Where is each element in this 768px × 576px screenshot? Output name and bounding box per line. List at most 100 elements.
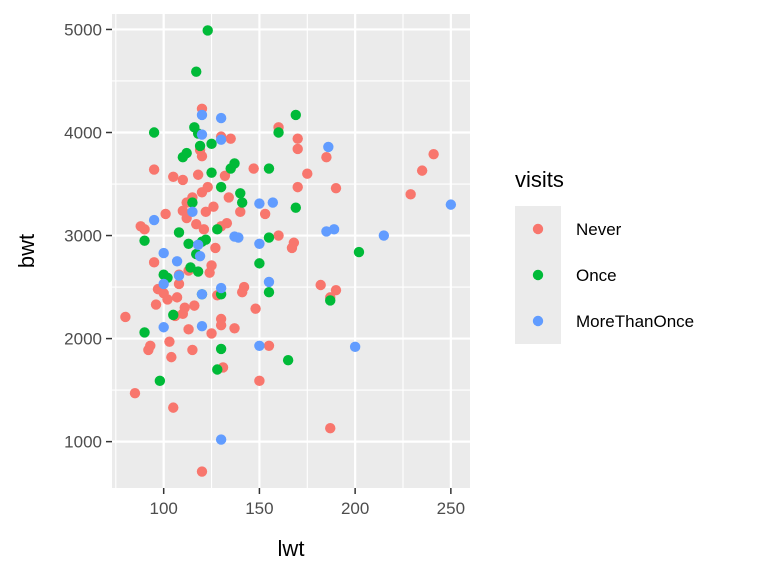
data-point [229, 323, 240, 334]
data-point [263, 232, 275, 243]
data-point [288, 237, 300, 248]
y-tick-label: 1000 [64, 433, 102, 452]
x-axis-tick-labels: 100 150 200 250 [150, 499, 466, 518]
y-tick-label: 5000 [64, 20, 102, 39]
data-point [215, 319, 227, 331]
y-axis-title: bwt [14, 234, 39, 268]
data-point [273, 127, 284, 138]
data-point [164, 336, 175, 347]
data-point [225, 133, 236, 144]
data-point [129, 388, 141, 399]
data-point [428, 148, 439, 160]
data-point [162, 294, 173, 305]
data-point [219, 170, 231, 181]
data-point [148, 127, 160, 138]
data-point [173, 278, 185, 290]
data-point [250, 303, 261, 314]
data-point [187, 344, 198, 356]
data-point [254, 198, 265, 209]
data-point [323, 141, 334, 153]
data-points [120, 25, 457, 477]
data-point [192, 169, 204, 180]
data-point [139, 224, 150, 235]
data-point [202, 25, 213, 36]
legend-key [532, 223, 544, 235]
data-point [139, 235, 150, 246]
data-point [290, 109, 301, 121]
data-point [254, 238, 265, 249]
data-point [378, 230, 390, 241]
data-point [177, 174, 189, 186]
data-point [215, 343, 227, 355]
legend-label: Never [576, 220, 622, 239]
data-point [206, 167, 217, 178]
data-point [210, 242, 221, 254]
data-point [187, 197, 198, 208]
legend-entries: Never Once MoreThanOnce [532, 220, 694, 331]
data-point [173, 270, 185, 281]
data-point [173, 227, 185, 238]
y-tick-label: 4000 [64, 124, 102, 143]
data-point [191, 219, 202, 230]
data-point [194, 140, 206, 152]
data-point [196, 129, 208, 140]
data-point [148, 257, 160, 268]
data-point [200, 206, 212, 218]
data-point [215, 434, 227, 445]
data-point [325, 423, 336, 434]
data-point [206, 260, 217, 271]
data-point [148, 214, 160, 226]
data-point [196, 466, 208, 477]
minor-gridlines [112, 14, 470, 488]
data-point [158, 322, 169, 333]
legend-label: MoreThanOnce [576, 312, 694, 331]
data-point [183, 238, 194, 249]
data-point [185, 262, 196, 273]
data-point [171, 256, 183, 267]
data-point [168, 309, 179, 321]
x-tick-label: 250 [437, 499, 465, 518]
data-point [208, 201, 219, 212]
data-point [154, 375, 166, 387]
data-point [221, 217, 233, 229]
data-point [267, 197, 279, 208]
data-point [212, 224, 223, 235]
data-point [160, 208, 171, 220]
data-point [302, 168, 313, 179]
data-point [196, 151, 208, 162]
data-point [321, 152, 332, 163]
data-point [254, 340, 265, 351]
y-tick-label: 2000 [64, 330, 102, 349]
data-point [235, 206, 246, 218]
x-tick-label: 150 [245, 499, 273, 518]
data-point [223, 192, 234, 203]
data-point [292, 143, 303, 155]
data-point [328, 224, 340, 235]
data-point [330, 284, 342, 296]
data-point [263, 276, 275, 288]
x-tick-label: 200 [341, 499, 369, 518]
data-point [292, 181, 303, 193]
data-point [215, 282, 227, 294]
data-point [263, 340, 275, 351]
data-point [139, 327, 150, 338]
data-point [330, 182, 342, 194]
data-point [235, 188, 246, 199]
data-point [191, 66, 202, 77]
legend-key [532, 315, 544, 327]
data-point [158, 247, 169, 259]
data-point [263, 163, 275, 174]
data-point [194, 250, 206, 262]
data-point [206, 138, 217, 150]
data-point [290, 202, 301, 213]
data-point [233, 232, 244, 243]
data-point [282, 355, 294, 366]
data-point [273, 230, 284, 241]
legend: visits Never Once MoreThanOnce [515, 167, 694, 344]
data-point [148, 164, 160, 175]
data-point [254, 258, 265, 269]
data-point [179, 302, 190, 313]
data-point [445, 199, 457, 210]
data-point [196, 109, 208, 121]
